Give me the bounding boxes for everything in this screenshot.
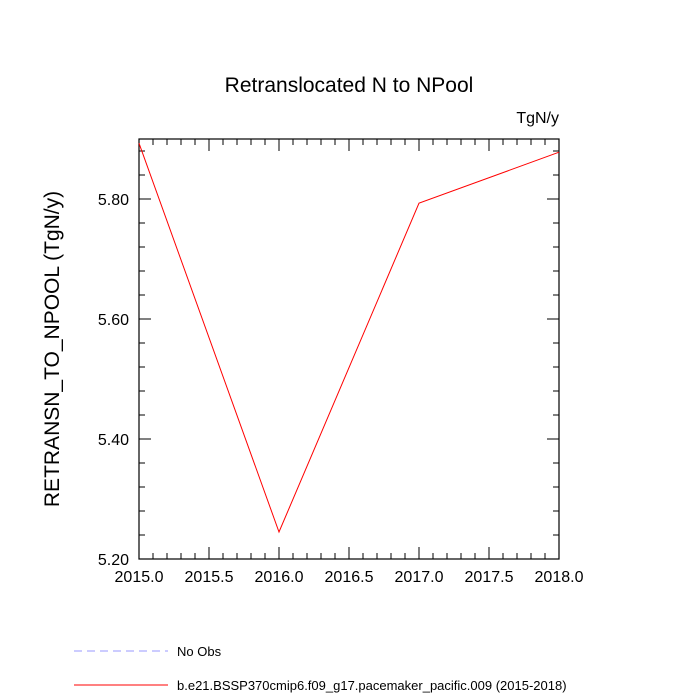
legend-label-1: b.e21.BSSP370cmip6.f09_g17.pacemaker_pac…: [177, 678, 567, 693]
y-tick-label: 5.80: [98, 192, 129, 209]
axis-ticks: 2015.0 2015.5 2016.0 2016.5 2017.0 2017.5 2018…: [98, 139, 584, 586]
x-tick-label: 2017.5: [465, 569, 514, 586]
y-tick-label: 5.60: [98, 312, 129, 329]
y-tick-label: 5.40: [98, 432, 129, 449]
series-layer: [138, 143, 560, 534]
x-tick-label: 2015.0: [115, 569, 164, 586]
x-tick-label: 2016.0: [255, 569, 304, 586]
y-tick-label: 5.20: [98, 552, 129, 569]
units-label: TgN/y: [516, 110, 559, 127]
y-axis-label: RETRANSN_TO_NPOOL (TgN/y): [41, 191, 64, 507]
x-tick-label: 2015.5: [185, 569, 234, 586]
plot-frame: [138, 138, 560, 560]
chart-title: Retranslocated N to NPool: [225, 74, 474, 97]
legend: No Obs b.e21.BSSP370cmip6.f09_g17.pacemak…: [74, 644, 567, 693]
x-tick-label: 2018.0: [535, 569, 584, 586]
x-tick-label: 2017.0: [395, 569, 444, 586]
legend-label-0: No Obs: [177, 644, 222, 659]
series-line-1: [138, 143, 560, 534]
x-tick-label: 2016.5: [325, 569, 374, 586]
